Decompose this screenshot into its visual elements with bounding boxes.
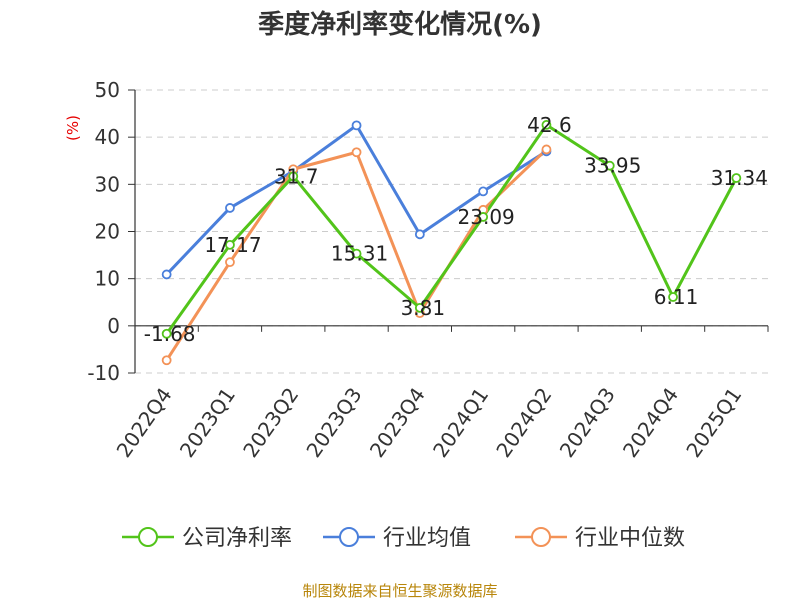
x-tick-label: 2023Q2 (238, 383, 303, 462)
x-tick-label: 2023Q1 (175, 383, 240, 462)
legend-label[interactable]: 公司净利率 (182, 526, 292, 551)
data-point[interactable] (225, 239, 235, 250)
legend[interactable]: 公司净利率 行业均值 行业中位数 (122, 526, 685, 551)
data-point[interactable] (541, 120, 552, 130)
x-tick-label: 2023Q3 (301, 383, 366, 462)
legend-label[interactable]: 行业中位数 (575, 526, 685, 551)
chart-title: 季度净利率变化情况(%) (258, 9, 542, 40)
y-tick-label: -10 (87, 361, 120, 385)
data-label: 6.11 (654, 285, 699, 309)
y-tick-labels: -10 0 10 20 30 40 50 (87, 78, 120, 385)
data-label: 15.31 (331, 242, 388, 266)
data-point[interactable] (351, 248, 362, 259)
legend-marker (531, 527, 551, 547)
data-point[interactable] (604, 160, 615, 171)
x-tick-label: 2023Q4 (365, 383, 430, 462)
x-tick-label: 2024Q3 (555, 383, 620, 462)
y-tick-label: 50 (95, 78, 120, 102)
data-point[interactable] (351, 147, 362, 158)
x-tick-label: 2024Q4 (618, 383, 683, 462)
source-note: 制图数据来自恒生聚源数据库 (302, 582, 497, 600)
x-tick-label: 2022Q4 (112, 383, 177, 462)
series-points (161, 120, 742, 366)
data-point[interactable] (351, 120, 362, 131)
data-label: 42.6 (527, 113, 572, 137)
data-label: 31.34 (711, 166, 768, 190)
data-label: 17.17 (204, 233, 261, 257)
data-label: 33.95 (584, 154, 641, 178)
data-point[interactable] (161, 269, 172, 280)
data-point[interactable] (161, 355, 172, 366)
legend-marker (339, 527, 359, 547)
data-point[interactable] (541, 144, 552, 155)
y-tick-label: 30 (95, 172, 120, 196)
data-point[interactable] (731, 173, 742, 183)
data-label: 3.81 (401, 296, 446, 320)
data-point[interactable] (414, 229, 425, 240)
legend-marker (138, 527, 158, 547)
x-tick-labels: 2022Q42023Q12023Q22023Q32023Q42024Q12024… (112, 383, 747, 462)
y-tick-label: 40 (95, 125, 120, 149)
x-tick-label: 2024Q2 (491, 383, 556, 462)
x-tick-label: 2025Q1 (681, 383, 746, 462)
data-labels: -1.68 17.17 31.7 15.31 3.81 23.09 42.6 33.95 6.1… (144, 113, 768, 346)
data-point[interactable] (225, 203, 235, 213)
data-label: -1.68 (144, 322, 196, 346)
y-tick-label: 20 (95, 220, 120, 244)
data-point[interactable] (478, 212, 489, 222)
legend-label[interactable]: 行业均值 (383, 526, 471, 551)
data-point[interactable] (225, 257, 235, 268)
data-point[interactable] (161, 328, 172, 339)
data-point[interactable] (414, 302, 425, 313)
x-tick-label: 2024Q1 (428, 383, 493, 462)
y-tick-label: 10 (95, 267, 120, 291)
data-point[interactable] (478, 186, 489, 197)
axes (128, 89, 769, 374)
series-line (165, 123, 738, 335)
data-point[interactable] (668, 292, 678, 302)
data-label: 31.7 (274, 164, 319, 188)
data-label: 23.09 (458, 205, 515, 229)
y-tick-label: 0 (107, 314, 120, 338)
y-axis-label: (%) (64, 115, 82, 141)
data-point[interactable] (288, 171, 299, 182)
